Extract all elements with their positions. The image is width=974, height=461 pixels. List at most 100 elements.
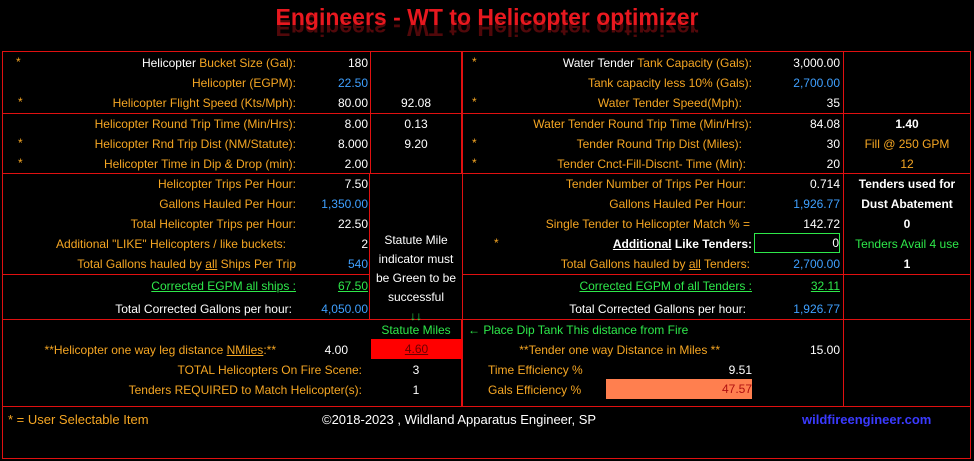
wt-rtt-label: Water Tender Round Trip Time (Min/Hrs): xyxy=(533,117,752,131)
copyright: ©2018-2023 , Wildland Apparatus Engineer… xyxy=(322,412,597,427)
total-heli-label: TOTAL Helicopters On Fire Scene: xyxy=(177,363,362,377)
dust-label-line1: Tenders used for xyxy=(858,177,956,191)
heli-rtd-input[interactable]: 8.000 xyxy=(337,137,368,151)
wt-tg-prefix: Total Gallons hauled by xyxy=(560,257,689,271)
heli-tg-suffix: Ships Per Trip xyxy=(217,257,296,271)
heli-corrected-gph-value: 4,050.00 xyxy=(321,302,368,316)
dust-tenders-input[interactable]: 0 xyxy=(903,217,911,231)
page-title: Engineers - WT to Helicopter optimizer xyxy=(275,4,699,30)
heli-additional-input[interactable]: 2 xyxy=(361,237,368,251)
heli-speed-mph: 92.08 xyxy=(400,96,432,110)
star-marker: * xyxy=(16,55,21,69)
wt-total-gallons-label: Total Gallons hauled by all Tenders: xyxy=(470,254,750,274)
heli-tg-all: all xyxy=(205,257,218,271)
heli-speed-label: Helicopter Flight Speed (Kts/Mph): xyxy=(112,96,296,110)
wt-rtd-label: Tender Round Trip Dist (Miles): xyxy=(576,137,742,151)
wt-speed-label: Water Tender Speed(Mph): xyxy=(597,96,742,110)
wt-cnct-label: Tender Cnct-Fill-Discnt- Time (Min): xyxy=(557,157,746,171)
wt-trips-label: Tender Number of Trips Per Hour: xyxy=(565,177,746,191)
time-efficiency-value: 9.51 xyxy=(728,363,752,377)
wt-less-value: 2,700.00 xyxy=(793,76,840,90)
gals-efficiency-label: Gals Efficiency % xyxy=(488,383,582,397)
heli-leg-suffix: :** xyxy=(263,343,276,357)
heli-bucket-size-input[interactable]: 180 xyxy=(347,56,368,70)
gals-efficiency-value: 47.57 xyxy=(606,379,752,399)
statute-miles-indicator: 4.60 xyxy=(371,339,462,359)
heli-tg-prefix: Total Gallons hauled by xyxy=(77,257,206,271)
wt-less-label: Tank capacity less 10% (Gals): xyxy=(587,76,752,90)
star-marker: * xyxy=(494,236,499,250)
note-line-1: Statute Mile xyxy=(384,233,448,247)
heli-speed-input[interactable]: 80.00 xyxy=(337,96,368,110)
wt-tg-suffix: Tenders: xyxy=(700,257,750,271)
heli-corrected-egpm-value: 67.50 xyxy=(337,279,368,293)
heli-egpm-value: 22.50 xyxy=(337,76,368,90)
wt-rtd-input[interactable]: 30 xyxy=(826,137,840,151)
heli-bucket-label: Helicopter Bucket Size (Gal): xyxy=(60,53,296,73)
star-marker: * xyxy=(472,136,477,150)
fill-time-value: 12 xyxy=(900,157,914,171)
heli-rtd-label: Helicopter Rnd Trip Dist (NM/Statute): xyxy=(94,137,296,151)
heli-egpm-text: (EGPM): xyxy=(249,76,296,90)
wt-cnct-input[interactable]: 20 xyxy=(826,157,840,171)
wt-capacity-prefix: Water Tender xyxy=(562,56,638,70)
wt-tg-all: all xyxy=(688,257,701,271)
heli-dip-label: Helicopter Time in Dip & Drop (min): xyxy=(103,157,296,171)
heli-rtt-label: Helicopter Round Trip Time (Min/Hrs): xyxy=(94,117,296,131)
heli-trips-value: 7.50 xyxy=(344,177,368,191)
wt-gph-value: 1,926.77 xyxy=(793,197,840,211)
dust-box xyxy=(843,173,971,275)
title-area: Engineers - WT to Helicopter optimizer E… xyxy=(0,0,974,50)
wt-capacity-text: Tank Capacity (Gals): xyxy=(637,56,752,70)
tender-distance-label: **Tender one way Distance in Miles ** xyxy=(519,343,720,357)
wt-match-label: Single Tender to Helicopter Match % = xyxy=(545,217,750,231)
wt-corrected-gph-label: Total Corrected Gallons per hour: xyxy=(569,302,746,316)
dust-label-line2: Dust Abatement xyxy=(861,197,953,211)
heli-rtt-hrs: 0.13 xyxy=(404,117,428,131)
star-marker: * xyxy=(472,95,477,109)
tenders-required-value: 1 xyxy=(412,383,420,397)
star-marker: * xyxy=(472,156,477,170)
heli-total-gallons-value: 540 xyxy=(347,257,368,271)
heli-total-trips-value: 22.50 xyxy=(337,217,368,231)
wt-total-gallons-value: 2,700.00 xyxy=(793,257,840,271)
heli-total-gallons-label: Total Gallons hauled by all Ships Per Tr… xyxy=(20,254,296,274)
wt-additional-input[interactable]: 0 xyxy=(754,233,840,253)
heli-gph-value: 1,350.00 xyxy=(321,197,368,211)
wt-corrected-egpm-value: 32.11 xyxy=(810,279,840,293)
tender-distance-input[interactable]: 15.00 xyxy=(809,343,840,357)
note-line-3: be Green to be xyxy=(375,271,457,285)
wt-rtt-hrs: 1.40 xyxy=(895,117,919,131)
footer-frame xyxy=(2,406,971,459)
wt-additional-label: Additional Like Tenders: xyxy=(480,234,752,254)
total-heli-value: 3 xyxy=(412,363,420,377)
wt-corrected-egpm-label: Corrected EGPM of all Tenders : xyxy=(579,279,752,293)
heli-leg-label: **Helicopter one way leg distance NMiles… xyxy=(10,340,276,360)
star-marker: * xyxy=(18,95,23,109)
tenders-avail-label: Tenders Avail 4 use xyxy=(855,237,959,251)
star-marker: * xyxy=(472,55,477,69)
wt-trips-value: 0.714 xyxy=(809,177,840,191)
heli-dip-input[interactable]: 2.00 xyxy=(344,157,368,171)
heli-gph-label: Gallons Hauled Per Hour: xyxy=(159,197,296,211)
tenders-avail-value: 1 xyxy=(903,257,911,271)
note-line-2: indicator must xyxy=(378,252,454,266)
wt-match-value: 142.72 xyxy=(803,217,840,231)
star-marker: * xyxy=(18,156,23,170)
wt-additional-underlined: Additional xyxy=(612,237,672,251)
wt-gph-label: Gallons Hauled Per Hour: xyxy=(609,197,746,211)
website-link[interactable]: wildfireengineer.com xyxy=(802,412,932,427)
wt-capacity-label: Water Tender Tank Capacity (Gals): xyxy=(480,53,752,73)
wt-rtt-min: 84.08 xyxy=(809,117,840,131)
wt-speed-input[interactable]: 35 xyxy=(826,96,840,110)
wt-capacity-input[interactable]: 3,000.00 xyxy=(793,56,840,70)
heli-total-trips-label: Total Helicopter Trips per Hour: xyxy=(130,217,296,231)
time-efficiency-label: Time Efficiency % xyxy=(488,363,583,377)
fill-rate-label: Fill @ 250 GPM xyxy=(864,137,950,151)
heli-rtd-statute: 9.20 xyxy=(404,137,428,151)
heli-bucket-text: Bucket Size (Gal): xyxy=(199,56,296,70)
heli-leg-prefix: **Helicopter one way leg distance xyxy=(44,343,227,357)
heli-additional-label: Additional "LIKE" Helicopters / like buc… xyxy=(56,237,286,251)
wt-corrected-gph-value: 1,926.77 xyxy=(793,302,840,316)
down-arrows-icon: ↓↓ xyxy=(410,309,422,323)
